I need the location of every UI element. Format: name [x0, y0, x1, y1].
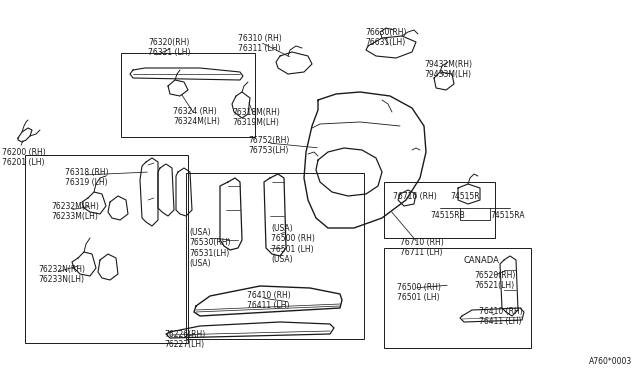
Text: 76630(RH)
76631(LH): 76630(RH) 76631(LH) — [365, 28, 406, 47]
Text: 76200 (RH)
76201 (LH): 76200 (RH) 76201 (LH) — [2, 148, 45, 167]
Text: 74515RA: 74515RA — [490, 211, 525, 220]
Text: 76324 (RH)
76324M(LH): 76324 (RH) 76324M(LH) — [173, 107, 220, 126]
Text: 76410 (RH)
76411 (LH): 76410 (RH) 76411 (LH) — [247, 291, 291, 310]
Text: A760*0003: A760*0003 — [589, 357, 632, 366]
Text: 76716 (RH): 76716 (RH) — [393, 192, 436, 201]
Text: 76520(RH)
76521(LH): 76520(RH) 76521(LH) — [474, 271, 515, 291]
Text: 76232M(RH)
76233M(LH): 76232M(RH) 76233M(LH) — [51, 202, 99, 221]
Bar — [384, 182, 495, 238]
Text: 76318 (RH)
76319 (LH): 76318 (RH) 76319 (LH) — [65, 168, 109, 187]
Bar — [121, 53, 255, 137]
Text: 74515R: 74515R — [450, 192, 479, 201]
Text: (USA)
76500 (RH)
76501 (LH)
(USA): (USA) 76500 (RH) 76501 (LH) (USA) — [271, 224, 315, 264]
Text: 76500 (RH)
76501 (LH): 76500 (RH) 76501 (LH) — [397, 283, 441, 302]
Bar — [25, 155, 188, 343]
Text: CANADA: CANADA — [463, 256, 499, 265]
Text: 76752(RH)
76753(LH): 76752(RH) 76753(LH) — [248, 136, 289, 155]
Text: 76320(RH)
76321 (LH): 76320(RH) 76321 (LH) — [148, 38, 191, 57]
Text: (USA)
76530(RH)
76531(LH)
(USA): (USA) 76530(RH) 76531(LH) (USA) — [189, 228, 230, 268]
Bar — [186, 173, 364, 339]
Text: 76232N(RH)
76233N(LH): 76232N(RH) 76233N(LH) — [38, 265, 85, 285]
Text: 76410 (RH)
76411 (LH): 76410 (RH) 76411 (LH) — [479, 307, 523, 326]
Text: 76318M(RH)
76319M(LH): 76318M(RH) 76319M(LH) — [232, 108, 280, 127]
Text: 76310 (RH)
76311 (LH): 76310 (RH) 76311 (LH) — [238, 34, 282, 54]
Text: 76226(RH)
76227(LH): 76226(RH) 76227(LH) — [164, 330, 205, 349]
Text: 74515RB: 74515RB — [430, 211, 465, 220]
Text: 79432M(RH)
79433M(LH): 79432M(RH) 79433M(LH) — [424, 60, 472, 79]
Bar — [384, 248, 531, 348]
Text: 76710 (RH)
76711 (LH): 76710 (RH) 76711 (LH) — [400, 238, 444, 257]
